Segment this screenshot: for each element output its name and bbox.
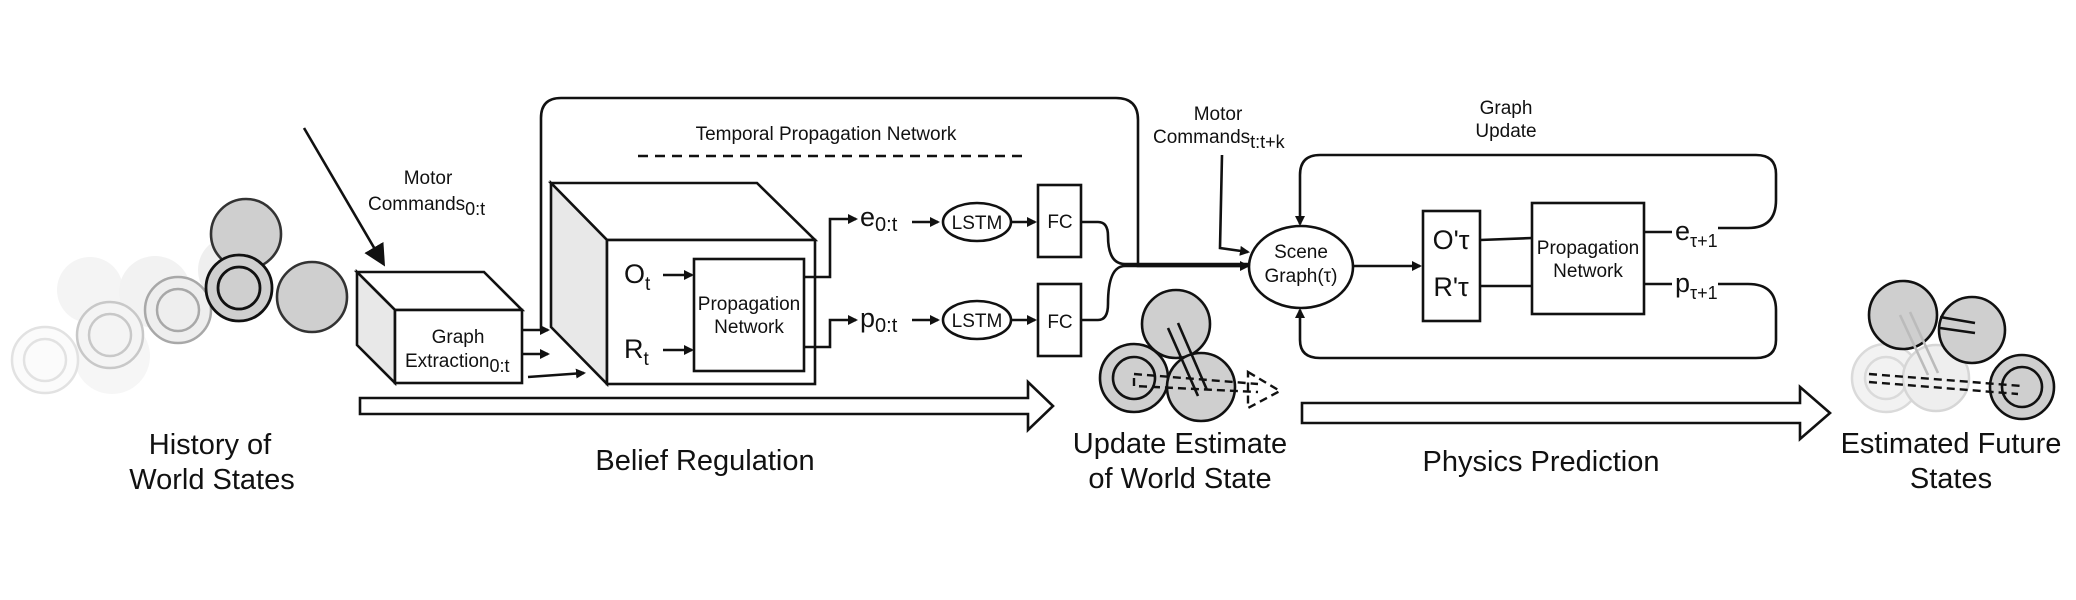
fc-2-box [1036, 282, 1083, 358]
svg-text:Commandst:t+k: Commandst:t+k [1153, 127, 1286, 152]
skip-connection-line [539, 96, 1245, 330]
history-balls [10, 197, 349, 395]
fc-2-label: FC [1047, 312, 1072, 333]
p-next-symbol: p [1675, 268, 1690, 298]
graph-update-loop-top [1295, 153, 1778, 230]
r-t-symbol: R [624, 334, 644, 364]
r-prime-symbol: R'τ [1433, 272, 1469, 302]
future-state-balls [1850, 279, 2056, 421]
o-prime-symbol: O'τ [1433, 225, 1470, 255]
p-next-sub: τ+1 [1690, 283, 1718, 303]
belief-regulation-arrow [358, 378, 1055, 434]
arrow-extraction-3 [527, 368, 586, 379]
graph-update-loop-bottom [1295, 282, 1778, 360]
graph-update-line2: Update [1475, 121, 1536, 142]
arrow-to-e [804, 214, 858, 279]
graph-update-line1: Graph [1480, 98, 1533, 119]
physics-prediction-arrow [1300, 384, 1832, 442]
scene-graph-line2: Graph(τ) [1265, 266, 1338, 287]
graph-extraction-sub: 0:t [489, 356, 509, 376]
e-seq-symbol: e [860, 202, 875, 232]
propagation-network-1-box [692, 257, 806, 373]
future-states-line2: States [1910, 463, 1992, 495]
svg-text:Rt: Rt [624, 334, 650, 370]
p-seq-sub: 0:t [875, 315, 898, 337]
lstm-2-label: LSTM [952, 311, 1003, 332]
o-t-sub: t [645, 274, 651, 295]
update-estimate-balls [1098, 288, 1283, 423]
svg-text:pτ+1: pτ+1 [1675, 268, 1718, 303]
e-next-symbol: e [1675, 216, 1690, 246]
motor-commands-sub: 0:t [465, 199, 485, 219]
history-label-line2: World States [129, 464, 294, 496]
future-states-line1: Estimated Future [1841, 428, 2062, 460]
svg-text:Extraction0:t: Extraction0:t [405, 351, 510, 376]
arrow-to-p [804, 315, 858, 349]
propagation-network-2-line1: Propagation [1537, 238, 1639, 259]
p-seq-symbol: p [860, 303, 875, 333]
fc-1-output-line [1081, 220, 1248, 266]
fc-1-label: FC [1047, 212, 1072, 233]
e-seq-sub: 0:t [875, 214, 898, 236]
or-prime-box [1421, 209, 1482, 323]
propagation-network-2-line2: Network [1553, 261, 1623, 282]
scene-graph-line1: Scene [1274, 242, 1328, 263]
propagation-network-2-box [1530, 201, 1646, 316]
history-label-line1: History of [149, 429, 272, 461]
motor-commands-future-label: Motor [1194, 104, 1243, 125]
svg-text:Commands0:t: Commands0:t [368, 194, 485, 219]
graph-extraction-text: Extraction [405, 351, 489, 372]
temporal-network-label: Temporal Propagation Network [696, 124, 957, 145]
update-estimate-line1: Update Estimate [1073, 428, 1287, 460]
line-o-prime [1479, 236, 1533, 242]
e-next-sub: τ+1 [1690, 231, 1718, 251]
motor-commands-future-arrow [1218, 154, 1250, 256]
motor-commands-future-text: Commands [1153, 127, 1250, 148]
svg-text:p0:t: p0:t [860, 303, 898, 337]
motor-commands-label: Motor [404, 168, 453, 189]
motor-commands-arrow [302, 127, 386, 267]
graph-extraction-label: Graph [432, 327, 485, 348]
motor-commands-future-sub: t:t+k [1250, 132, 1286, 152]
o-t-symbol: O [624, 259, 645, 289]
r-t-sub: t [644, 349, 650, 370]
svg-text:e0:t: e0:t [860, 202, 898, 236]
svg-text:Ot: Ot [624, 259, 651, 295]
graph-extraction-block [353, 268, 526, 387]
physics-prediction-label: Physics Prediction [1423, 446, 1660, 478]
propagation-network-1-line1: Propagation [698, 294, 800, 315]
propagation-network-1-line2: Network [714, 317, 784, 338]
svg-text:eτ+1: eτ+1 [1675, 216, 1718, 251]
motor-commands-text: Commands [368, 194, 465, 215]
lstm-1-label: LSTM [952, 213, 1003, 234]
belief-regulation-label: Belief Regulation [595, 445, 814, 477]
fc-2-output-line [1081, 261, 1250, 322]
update-estimate-line2: of World State [1088, 463, 1271, 495]
